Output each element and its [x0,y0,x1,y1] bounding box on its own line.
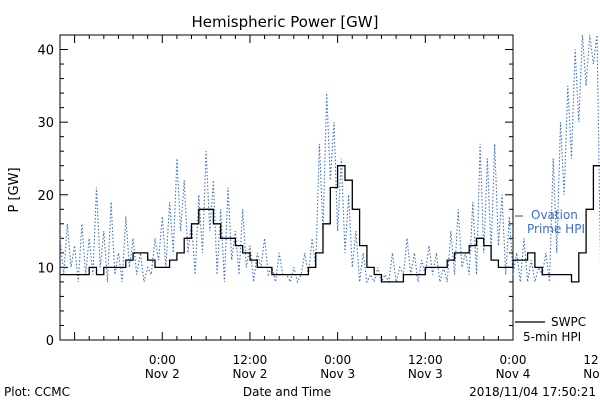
footer-left: Plot: CCMC [4,385,70,399]
x-tick-date-label: Nov 2 [145,367,180,381]
y-axis: 0 10 20 30 40 [37,34,513,349]
x-axis-label: Date and Time [243,385,331,399]
legend-swpc: SWPC 5-min HPI [515,315,586,344]
legend-swpc-label-2: 5-min HPI [523,330,581,344]
x-tick-time-label: 0:00 [500,353,527,367]
x-tick-date-label: Nov 4 [583,367,600,381]
plot-frame [59,34,514,341]
x-tick-time-label: 12:00 [233,353,268,367]
y-tick-label: 30 [37,116,54,131]
legend-ovation: Ovation Prime HPI [515,208,585,236]
y-tick-label: 20 [37,189,54,204]
x-tick-time-label: 12:00 [408,353,443,367]
series-line-ovation [59,34,600,284]
y-tick-label: 10 [37,261,54,276]
x-tick-date-label: Nov 2 [233,367,268,381]
legend-ovation-label-1: Ovation [531,208,578,222]
chart-title: Hemispheric Power [GW] [192,13,379,31]
x-tick-time-label: 0:00 [324,353,351,367]
x-tick-date-label: Nov 3 [320,367,355,381]
x-tick-time-label: 12:00 [583,353,600,367]
legend-ovation-label-2: Prime HPI [527,222,585,236]
series-line-swpc [60,165,600,283]
y-axis-label: P [GW] [7,167,22,212]
x-tick-date-label: Nov 4 [496,367,531,381]
footer-right: 2018/11/04 17:50:21 [469,385,596,399]
y-tick-label: 0 [46,334,54,349]
series-layer [59,34,600,284]
x-tick-time-label: 0:00 [149,353,176,367]
legend-swpc-label-1: SWPC [551,315,586,329]
y-tick-label: 40 [37,44,54,59]
x-tick-date-label: Nov 3 [408,367,443,381]
